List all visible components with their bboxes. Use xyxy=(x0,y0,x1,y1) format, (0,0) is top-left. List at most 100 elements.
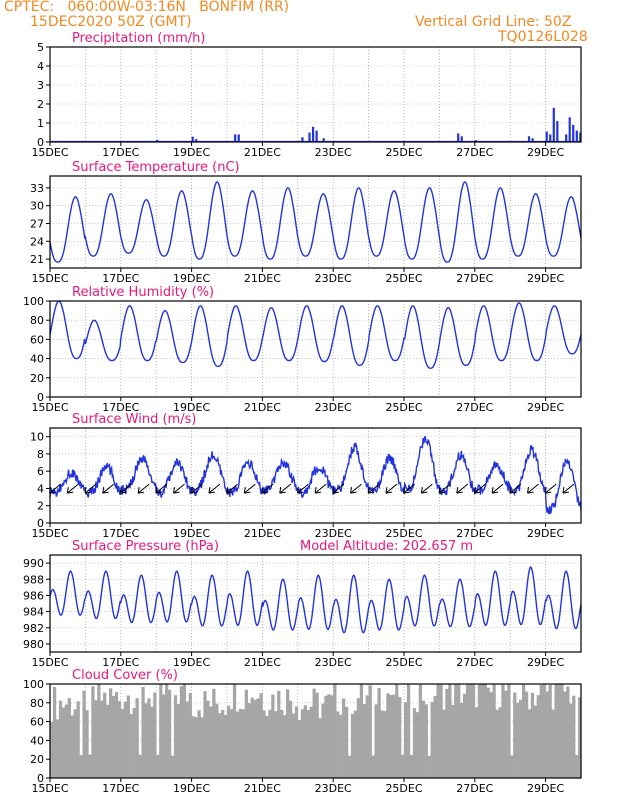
wind-arrow-head xyxy=(473,487,481,494)
cloud-bar xyxy=(386,693,390,778)
x-tick-label: 19DEC xyxy=(173,146,210,159)
cloud-bar xyxy=(371,755,375,778)
cloud-bar xyxy=(448,684,452,778)
cloud-bar xyxy=(244,689,248,778)
cloud-bar xyxy=(238,708,243,778)
y-tick-label: 60 xyxy=(30,716,44,729)
cloud-bar xyxy=(439,684,443,778)
cloud-bar xyxy=(232,684,237,778)
cloud-bar xyxy=(85,710,89,778)
cloud-bar xyxy=(168,689,172,778)
precip-bar xyxy=(195,139,198,142)
y-tick-label: 80 xyxy=(30,314,44,327)
y-tick-label: 80 xyxy=(30,697,44,710)
wind-arrow xyxy=(403,483,415,494)
cloud-bar xyxy=(477,684,481,778)
cloud-bar xyxy=(433,695,437,778)
wind-arrow-head xyxy=(509,487,516,494)
cloud-bar xyxy=(256,698,260,778)
y-tick-label: 24 xyxy=(30,235,44,248)
cloud-bar xyxy=(406,684,411,778)
cloud-bar xyxy=(345,706,349,778)
cloud-bar xyxy=(424,704,428,778)
cloud-bar xyxy=(401,754,405,778)
cloud-bar xyxy=(200,717,204,778)
cloud-bar xyxy=(88,754,92,778)
cloud-bar xyxy=(64,704,68,778)
precip-bar xyxy=(308,132,311,142)
cloud-bar xyxy=(218,713,222,778)
x-tick-label: 29DEC xyxy=(527,146,564,159)
cloud-bar xyxy=(176,704,181,778)
cloud-bar xyxy=(548,685,552,778)
cloud-bar xyxy=(404,702,408,778)
x-tick-label: 25DEC xyxy=(385,527,422,540)
cloud-bar xyxy=(489,692,493,778)
y-tick-label: 60 xyxy=(30,333,44,346)
cloud-bar xyxy=(250,697,254,778)
precip-bar xyxy=(234,134,237,142)
cloud-bar xyxy=(129,714,133,778)
x-tick-label: 29DEC xyxy=(527,527,564,540)
cloud-bar xyxy=(117,701,122,778)
cloud-bar xyxy=(398,697,402,778)
wind-arrow xyxy=(544,483,557,494)
cloud-bar xyxy=(392,694,396,778)
cloud-bar xyxy=(522,684,526,778)
wind-arrow xyxy=(509,483,522,494)
panel-cloud: 0 20 40 60 80 100 15DEC 17DEC 19DEC 21DEC 23DEC 25D… xyxy=(23,668,582,795)
panel-frame xyxy=(49,427,582,524)
x-tick-label: 25DEC xyxy=(385,146,422,159)
cloud-bar xyxy=(144,703,148,778)
cloud-bar xyxy=(79,755,83,778)
x-tick-label: 17DEC xyxy=(102,656,139,669)
cloud-bar xyxy=(162,694,166,778)
press-extra-label: Model Altitude: 202.657 m xyxy=(300,539,473,554)
wind-arrow-head xyxy=(403,487,410,494)
cloud-bar xyxy=(76,701,80,778)
y-tick-label: 988 xyxy=(23,573,44,586)
panel-frame xyxy=(49,175,582,269)
y-tick-label: 0 xyxy=(37,772,44,785)
cloud-bar xyxy=(324,695,328,778)
precip-bar xyxy=(315,130,318,142)
cloud-bar xyxy=(339,714,343,778)
panel-precip: 0 1 2 3 4 5 15DEC 17DEC 19DEC 21DEC 23DEC 25DEC 27DE… xyxy=(31,31,582,159)
cloud-bar xyxy=(61,707,66,778)
precip-bar xyxy=(237,134,240,142)
cloud-bar xyxy=(468,684,473,778)
cloud-bar xyxy=(554,684,558,778)
cloud-bar xyxy=(182,684,186,778)
cloud-bar xyxy=(504,690,508,778)
precip-bar xyxy=(556,121,559,142)
wind-arrow-head xyxy=(66,487,74,494)
cloud-bar xyxy=(106,704,110,778)
wind-arrow xyxy=(297,483,309,494)
cloud-bar xyxy=(545,691,549,778)
cloud-bar xyxy=(50,721,54,778)
x-tick-label: 25DEC xyxy=(385,272,422,285)
cloud-bar xyxy=(498,707,502,778)
wind-arrow xyxy=(173,483,185,494)
cloud-bar xyxy=(297,719,302,778)
wind-arrow-head xyxy=(243,487,251,494)
x-tick-label: 19DEC xyxy=(173,401,210,414)
y-tick-label: 40 xyxy=(30,734,44,747)
cloud-bar xyxy=(173,695,178,778)
x-tick-label: 25DEC xyxy=(385,401,422,414)
cloud-bar xyxy=(229,709,234,778)
wind-arrow-head xyxy=(456,487,463,494)
cloud-bar xyxy=(415,712,420,778)
cloud-bar xyxy=(336,711,340,778)
rh-series-line xyxy=(49,300,582,369)
y-tick-label: 982 xyxy=(23,622,44,635)
x-tick-label: 27DEC xyxy=(456,401,493,414)
wind-arrow-head xyxy=(562,487,570,494)
cloud-bar xyxy=(159,684,163,778)
y-tick-label: 1 xyxy=(37,117,44,130)
cloud-bar xyxy=(533,705,538,778)
cloud-bar xyxy=(97,684,101,778)
wind-arrow xyxy=(49,483,61,494)
cloud-bar xyxy=(551,709,555,778)
cloud-bar xyxy=(55,719,60,778)
